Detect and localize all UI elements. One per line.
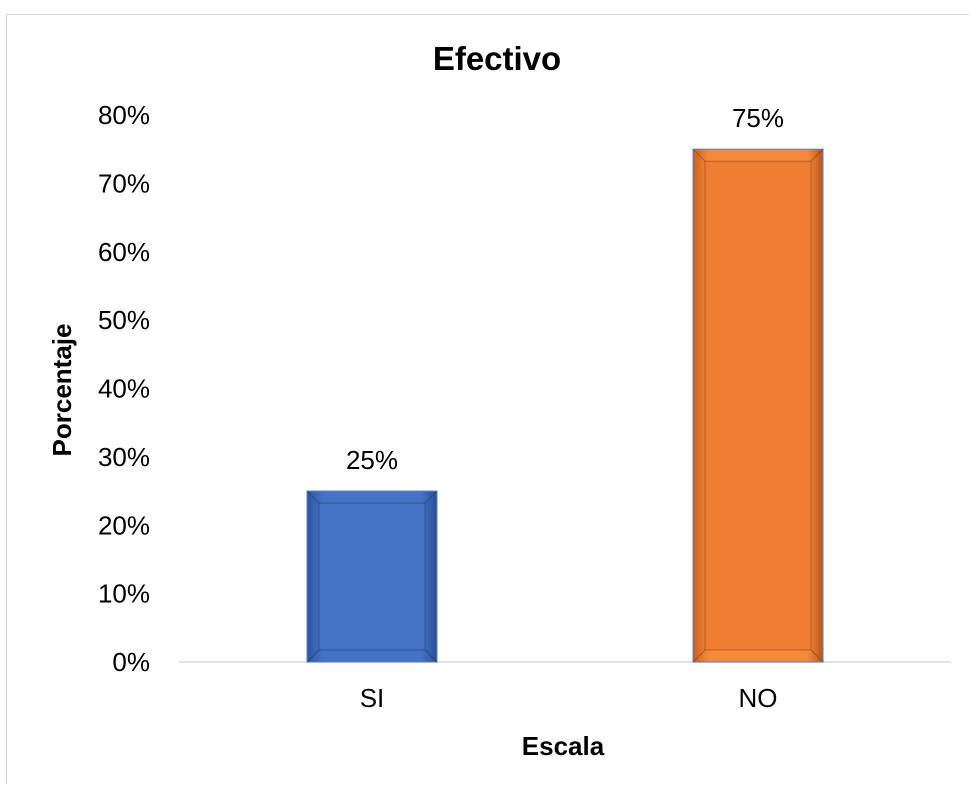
bar-bevel-edge: [424, 649, 438, 663]
x-tick-label: NO: [739, 683, 778, 713]
chart-frame: [6, 14, 969, 784]
bar-bevel-edge: [810, 649, 824, 663]
y-tick-label: 60%: [98, 237, 150, 267]
x-axis-title: Escala: [522, 731, 605, 761]
y-axis-tick-labels: 0% 10% 20% 30% 40% 50% 60% 70% 80%: [98, 100, 150, 677]
bar-bevel-edge: [692, 649, 706, 663]
data-label-si: 25%: [346, 445, 398, 475]
y-tick-label: 0%: [112, 647, 150, 677]
bars: [306, 148, 824, 663]
y-axis-title: Porcentaje: [47, 324, 77, 457]
y-tick-label: 70%: [98, 168, 150, 198]
x-axis-tick-labels: SI NO: [360, 683, 778, 713]
bar-bevel: [704, 160, 812, 651]
bar-bevel-edge: [424, 490, 438, 504]
bar-bevel-edge: [306, 490, 320, 504]
chart-title: Efectivo: [433, 40, 561, 77]
y-tick-label: 80%: [98, 100, 150, 130]
data-labels: 25% 75%: [346, 103, 784, 475]
y-tick-label: 40%: [98, 374, 150, 404]
y-tick-label: 10%: [98, 579, 150, 609]
bar-bevel-edge: [692, 148, 706, 162]
bar-si: [306, 490, 438, 663]
bar-bevel-edge: [306, 649, 320, 663]
bar-no: [692, 148, 824, 663]
x-tick-label: SI: [360, 683, 385, 713]
y-tick-label: 30%: [98, 442, 150, 472]
bar-bevel-edge: [810, 148, 824, 162]
y-tick-label: 20%: [98, 510, 150, 540]
y-tick-label: 50%: [98, 305, 150, 335]
data-label-no: 75%: [732, 103, 784, 133]
bar-bevel: [318, 502, 426, 651]
